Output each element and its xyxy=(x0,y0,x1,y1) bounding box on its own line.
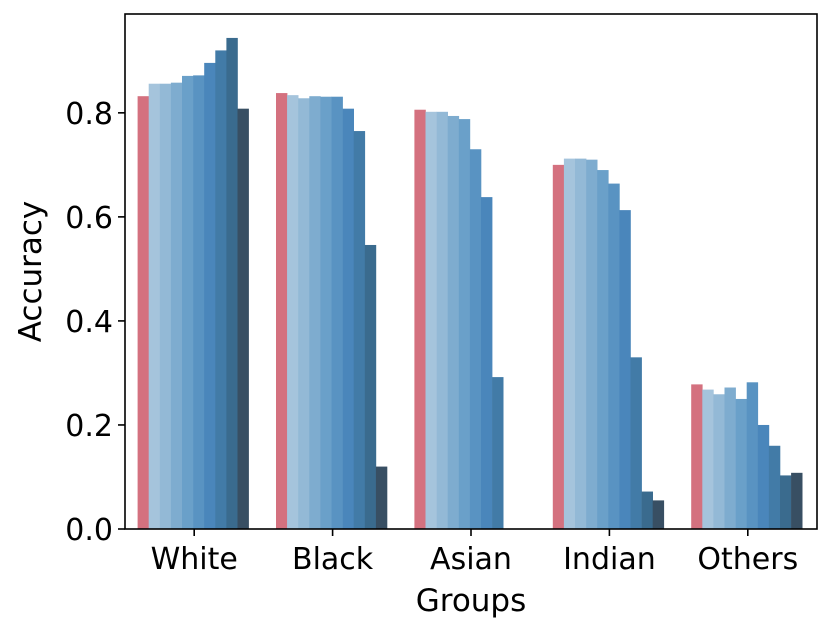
bar-others-7 xyxy=(757,424,770,529)
bar-others-1 xyxy=(691,384,703,529)
bar-white-8 xyxy=(215,50,227,529)
bar-others-5 xyxy=(735,398,747,529)
bar-indian-6 xyxy=(608,183,620,529)
y-tick-label: 0.2 xyxy=(65,409,113,444)
bar-black-8 xyxy=(353,131,366,530)
bar-indian-1 xyxy=(552,164,565,530)
bar-asian-1 xyxy=(414,109,426,529)
y-tick-label: 0.4 xyxy=(65,305,113,340)
bar-white-5 xyxy=(182,75,194,530)
y-axis-title: Accuracy xyxy=(13,201,49,343)
bar-black-7 xyxy=(342,108,354,530)
bar-indian-10 xyxy=(652,500,665,529)
bar-others-9 xyxy=(780,475,792,529)
x-tick-label: White xyxy=(151,542,238,577)
bar-indian-7 xyxy=(619,210,631,529)
bar-black-1 xyxy=(276,93,288,529)
bar-white-2 xyxy=(148,83,161,530)
bar-indian-3 xyxy=(575,158,587,529)
bar-others-4 xyxy=(724,387,736,529)
x-axis-title: Groups xyxy=(416,583,527,619)
bar-others-6 xyxy=(746,382,759,529)
bar-black-9 xyxy=(364,244,377,529)
bar-asian-3 xyxy=(436,111,448,530)
bar-indian-8 xyxy=(630,357,642,529)
bar-others-3 xyxy=(713,394,725,529)
bar-asian-4 xyxy=(447,115,460,530)
bar-others-10 xyxy=(791,472,803,529)
y-axis-ticks: 0.0 0.2 0.4 0.6 0.8 xyxy=(65,97,125,548)
bar-others-8 xyxy=(768,445,781,529)
bar-white-1 xyxy=(137,96,149,529)
bar-indian-5 xyxy=(597,170,609,529)
x-axis-ticks: White Black Asian Indian Others xyxy=(151,529,798,577)
bar-white-4 xyxy=(170,82,183,530)
y-tick-label: 0.8 xyxy=(65,97,113,132)
bar-white-10 xyxy=(237,108,249,530)
bar-asian-5 xyxy=(458,119,471,529)
x-tick-label: Indian xyxy=(563,542,656,577)
bar-black-3 xyxy=(298,98,310,530)
bar-asian-2 xyxy=(425,111,437,530)
bar-black-6 xyxy=(331,96,343,530)
bar-white-6 xyxy=(193,75,205,529)
bar-white-7 xyxy=(204,62,216,530)
bar-indian-9 xyxy=(641,491,653,529)
bar-asian-7 xyxy=(481,197,493,530)
x-tick-label: Asian xyxy=(430,542,512,577)
bar-indian-4 xyxy=(586,159,598,529)
y-tick-label: 0.6 xyxy=(65,201,113,236)
bar-indian-2 xyxy=(563,158,576,529)
plot-frame xyxy=(124,13,818,530)
bar-asian-8 xyxy=(492,377,504,529)
bar-asian-6 xyxy=(469,149,482,529)
bar-black-10 xyxy=(375,466,388,529)
y-tick-label: 0.0 xyxy=(65,513,113,548)
x-tick-label: Black xyxy=(292,542,374,577)
bar-others-2 xyxy=(702,389,714,529)
bar-black-2 xyxy=(287,95,299,530)
x-tick-label: Others xyxy=(697,542,798,577)
bar-white-3 xyxy=(159,83,172,530)
bar-black-4 xyxy=(309,96,321,529)
bars-layer xyxy=(137,37,803,530)
bar-white-9 xyxy=(226,37,238,530)
bar-black-5 xyxy=(320,96,332,530)
